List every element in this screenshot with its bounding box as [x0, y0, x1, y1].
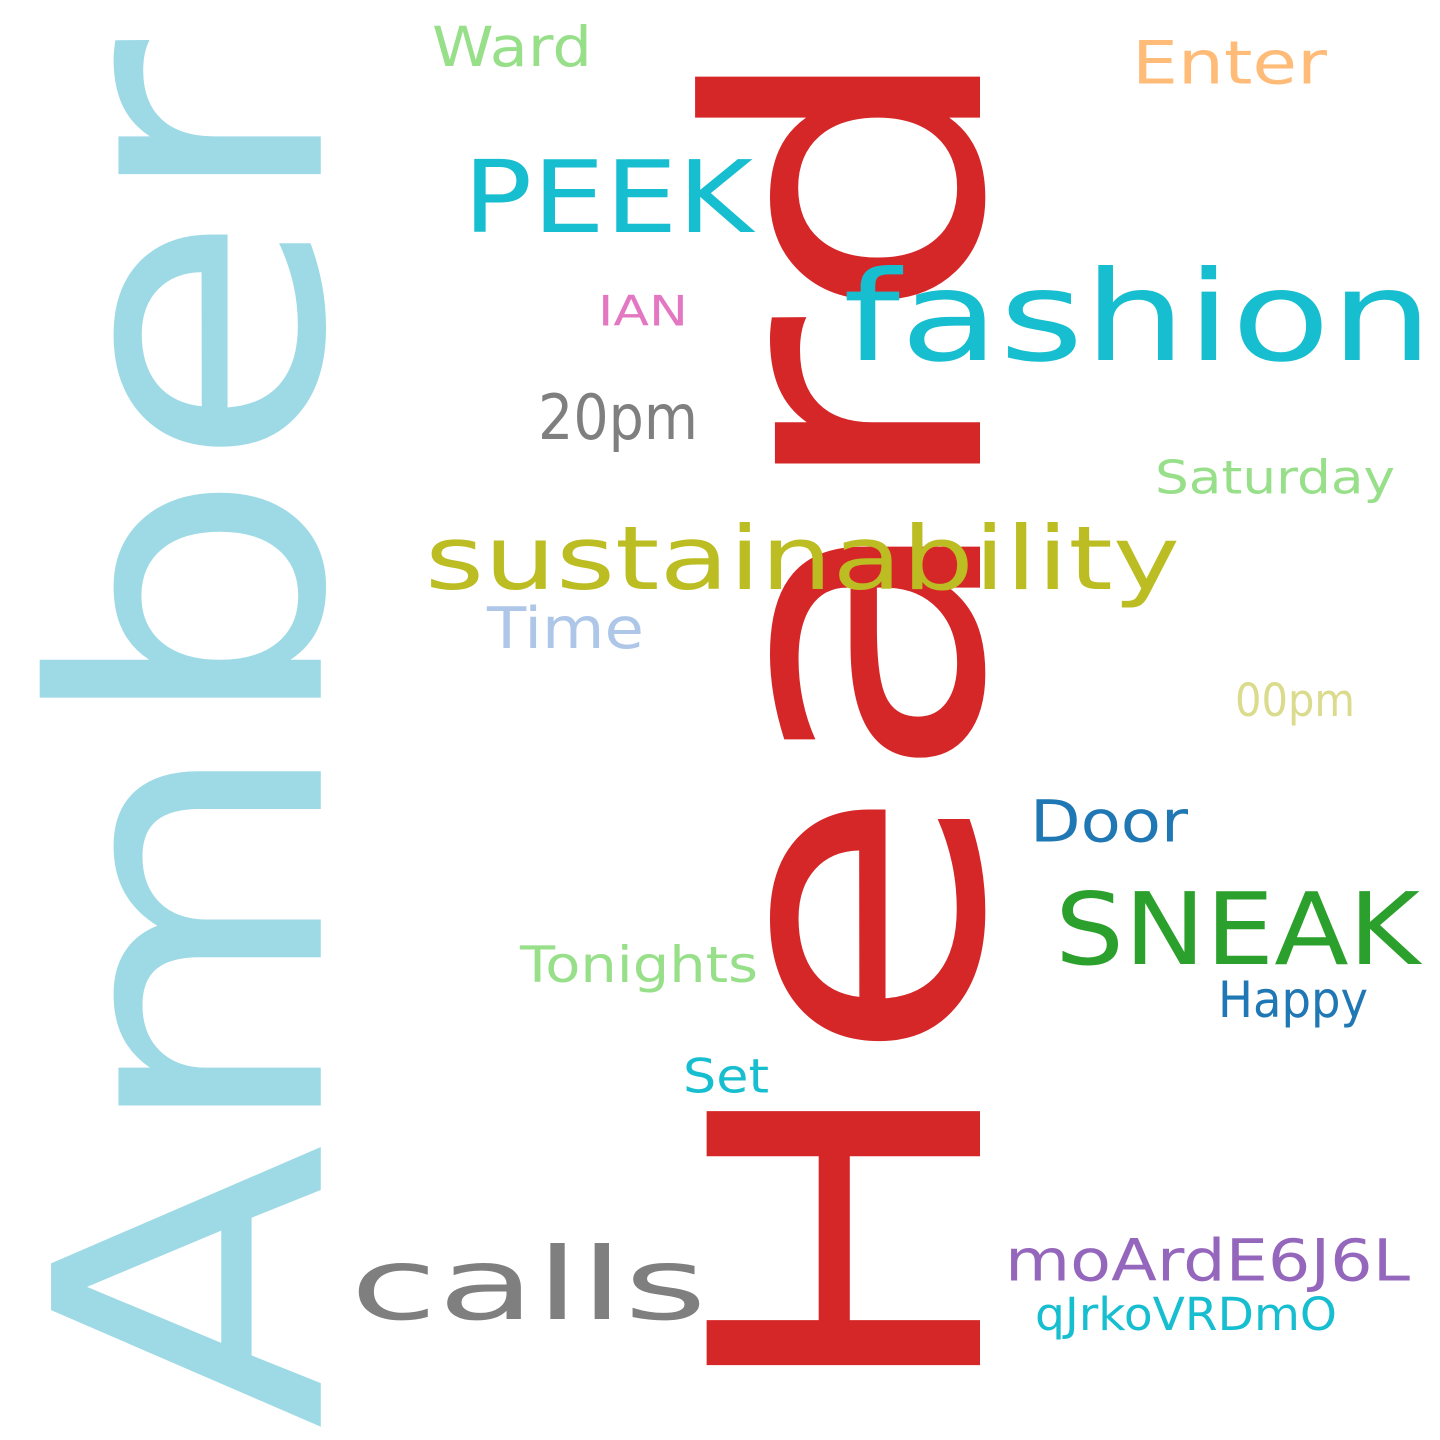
- word-time: Time: [487, 594, 644, 662]
- word-ward: Ward: [432, 15, 592, 80]
- word-happy: Happy: [1218, 970, 1368, 1029]
- word-tonights: Tonights: [520, 935, 758, 994]
- word-set: Set: [683, 1048, 769, 1104]
- word-20pm: 20pm: [538, 381, 698, 454]
- word-moarde6j6l: moArdE6J6L: [1005, 1226, 1410, 1295]
- word-enter: Enter: [1132, 27, 1327, 98]
- word-qjrkovrdmo: qJrkoVRDmO: [1035, 1287, 1337, 1341]
- word-saturday: Saturday: [1155, 450, 1395, 505]
- word-door: Door: [1030, 787, 1188, 856]
- word-sneak: SNEAK: [1055, 871, 1420, 988]
- word-amber: Amber: [0, 40, 410, 1431]
- word-00pm: 00pm: [1235, 673, 1355, 727]
- word-peek: PEEK: [463, 139, 753, 256]
- word-ian: IAN: [598, 286, 688, 336]
- word-calls: calls: [350, 1226, 707, 1343]
- word-sustainability: sustainability: [425, 507, 1180, 611]
- word-fashion: fashion: [843, 243, 1433, 390]
